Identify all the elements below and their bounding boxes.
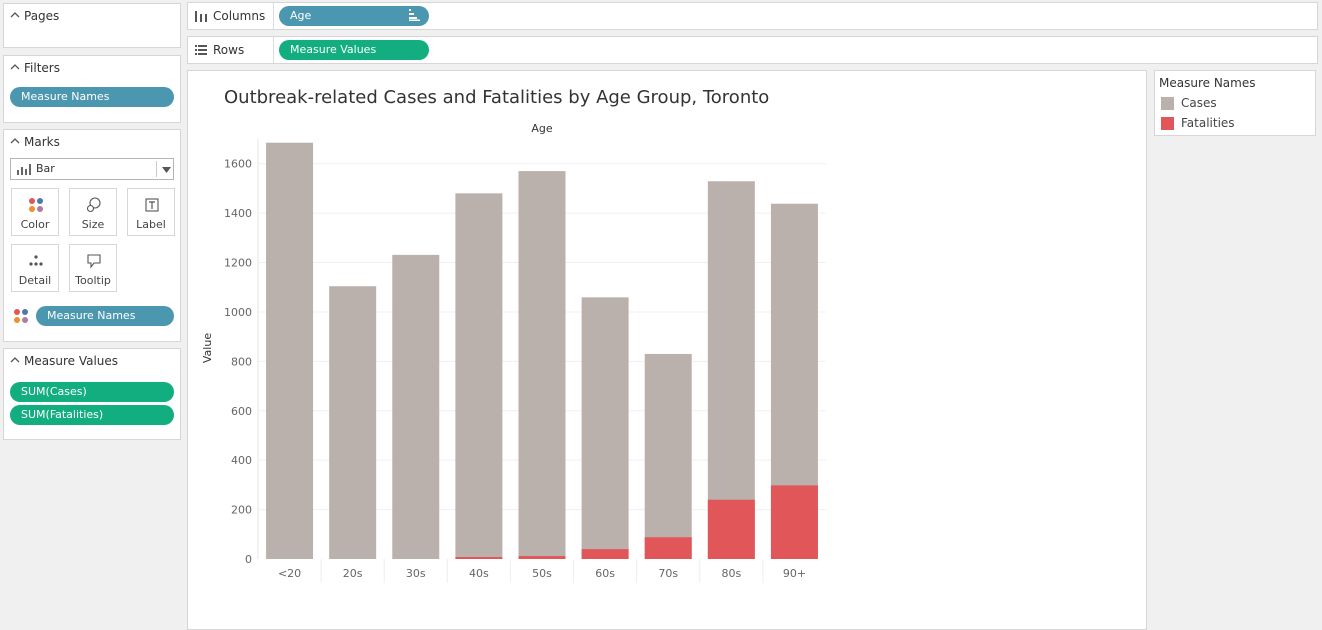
collapse-caret-icon[interactable] — [10, 137, 24, 148]
tooltip-button[interactable]: Tooltip — [69, 244, 117, 292]
shelf-divider — [273, 3, 274, 29]
bar-cases-40s[interactable] — [455, 193, 503, 559]
y-tick-label: 1200 — [224, 257, 252, 270]
measure-values-card: Measure Values SUM(Cases) SUM(Fatalities… — [3, 348, 181, 440]
x-tick-label: <20 — [278, 567, 301, 580]
marks-title: Marks — [24, 135, 60, 149]
columns-pill-label: Age — [290, 9, 312, 22]
x-tick-label: 70s — [658, 567, 678, 580]
label-button[interactable]: Label — [127, 188, 175, 236]
bar-cases-80s[interactable] — [707, 181, 755, 559]
collapse-caret-icon[interactable] — [10, 356, 24, 367]
bar-cases-20s[interactable] — [329, 286, 377, 559]
filters-header[interactable]: Filters — [10, 61, 60, 75]
y-tick-label: 400 — [231, 454, 252, 467]
legend-title: Measure Names — [1159, 76, 1256, 90]
x-tick-label: 40s — [469, 567, 489, 580]
rows-shelf: Rows Measure Values — [187, 36, 1318, 64]
legend-label-cases: Cases — [1181, 96, 1217, 110]
filter-pill-measure-names[interactable]: Measure Names — [10, 87, 174, 107]
filters-card: Filters Measure Names — [3, 55, 181, 123]
x-tick-label: 30s — [406, 567, 426, 580]
y-tick-label: 1400 — [224, 207, 252, 220]
size-button[interactable]: Size — [69, 188, 117, 236]
tooltip-bubble-icon — [87, 254, 101, 269]
measure-values-header[interactable]: Measure Values — [10, 354, 118, 368]
color-button[interactable]: Color — [11, 188, 59, 236]
rows-label-text: Rows — [213, 43, 245, 57]
rows-icon — [195, 45, 207, 55]
pages-card: Pages — [3, 3, 181, 48]
bar-fatalities-40s[interactable] — [455, 557, 503, 559]
measure-pill-sum-cases[interactable]: SUM(Cases) — [10, 382, 174, 402]
legend-swatch-fatalities — [1161, 116, 1174, 130]
y-tick-label: 1600 — [224, 158, 252, 171]
chart-title: Outbreak-related Cases and Fatalities by… — [224, 87, 769, 108]
y-tick-label: 1000 — [224, 306, 252, 319]
tooltip-button-label: Tooltip — [75, 274, 111, 287]
bar-fatalities-90+[interactable] — [770, 485, 818, 559]
columns-label-text: Columns — [213, 9, 266, 23]
bar-cases-60s[interactable] — [581, 297, 629, 559]
mark-type-value: Bar — [36, 162, 55, 175]
bar-fatalities-50s[interactable] — [518, 556, 566, 559]
bar-cases-50s[interactable] — [518, 171, 566, 559]
sort-ascending-icon[interactable] — [409, 9, 420, 21]
label-text-icon — [145, 198, 159, 212]
size-icon — [86, 197, 101, 213]
bar-fatalities-80s[interactable] — [707, 499, 755, 559]
pages-title: Pages — [24, 9, 60, 23]
y-tick-label: 0 — [245, 553, 252, 566]
legend-card: Measure Names Cases Fatalities — [1154, 70, 1316, 136]
color-dots-icon — [29, 198, 43, 212]
collapse-caret-icon[interactable] — [10, 63, 24, 74]
x-tick-label: 80s — [721, 567, 741, 580]
legend-swatch-cases — [1161, 96, 1174, 110]
legend-item-cases[interactable]: Cases — [1161, 96, 1217, 110]
x-axis-title: Age — [531, 122, 553, 135]
color-button-label: Color — [20, 218, 50, 231]
bar-cases-70s[interactable] — [644, 353, 692, 559]
bar-fatalities-60s[interactable] — [581, 549, 629, 559]
x-tick-label: 60s — [595, 567, 615, 580]
y-axis-title: Value — [201, 333, 214, 363]
columns-shelf: Columns Age — [187, 2, 1318, 30]
bar-chart: Outbreak-related Cases and Fatalities by… — [201, 87, 826, 583]
shelf-divider — [273, 37, 274, 63]
x-tick-label: 20s — [343, 567, 363, 580]
y-tick-label: 600 — [231, 405, 252, 418]
chevron-down-icon[interactable] — [162, 167, 171, 173]
detail-button[interactable]: Detail — [11, 244, 59, 292]
bar-chart-icon — [17, 164, 31, 175]
collapse-caret-icon[interactable] — [10, 11, 24, 22]
columns-icon — [195, 10, 207, 22]
bar-fatalities-70s[interactable] — [644, 537, 692, 559]
bar-cases-<20[interactable] — [266, 142, 314, 559]
y-tick-label: 200 — [231, 504, 252, 517]
chart-view: Outbreak-related Cases and Fatalities by… — [187, 70, 1147, 630]
detail-dots-icon — [29, 255, 43, 266]
legend-item-fatalities[interactable]: Fatalities — [1161, 116, 1235, 130]
x-tick-label: 50s — [532, 567, 552, 580]
columns-shelf-label: Columns — [188, 3, 265, 29]
measure-pill-sum-fatalities[interactable]: SUM(Fatalities) — [10, 405, 174, 425]
mark-type-dropdown[interactable]: Bar — [10, 158, 174, 180]
filters-title: Filters — [24, 61, 60, 75]
detail-button-label: Detail — [18, 274, 52, 287]
rows-shelf-label: Rows — [188, 37, 244, 63]
rows-pill-measure-values[interactable]: Measure Values — [279, 40, 429, 60]
x-tick-label: 90+ — [783, 567, 806, 580]
marks-header[interactable]: Marks — [10, 135, 60, 149]
columns-pill-age[interactable]: Age — [279, 6, 429, 26]
dropdown-divider — [156, 161, 157, 177]
color-encoding-icon — [14, 309, 28, 323]
y-tick-label: 800 — [231, 355, 252, 368]
legend-label-fatalities: Fatalities — [1181, 116, 1235, 130]
measure-values-title: Measure Values — [24, 354, 119, 368]
bar-cases-30s[interactable] — [392, 254, 440, 559]
label-button-label: Label — [136, 218, 166, 231]
pages-header[interactable]: Pages — [10, 9, 59, 23]
size-button-label: Size — [81, 218, 105, 231]
color-pill-measure-names[interactable]: Measure Names — [36, 306, 174, 326]
